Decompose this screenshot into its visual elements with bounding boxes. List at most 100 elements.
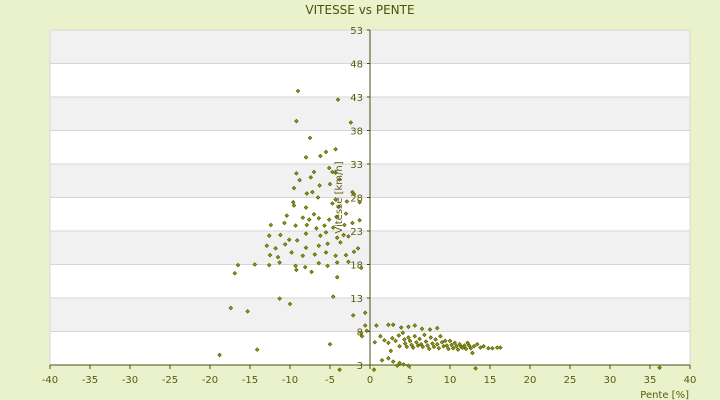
- data-point: [291, 185, 297, 191]
- data-point: [401, 362, 406, 367]
- data-point: [362, 310, 368, 316]
- data-point: [463, 346, 469, 352]
- data-point: [326, 217, 332, 222]
- y-tick-label: 43: [350, 93, 363, 104]
- x-tick-label: -15: [242, 375, 258, 386]
- data-point: [235, 262, 241, 268]
- x-tick-label: 20: [524, 375, 537, 386]
- data-point: [388, 348, 394, 354]
- y-tick-label: 38: [350, 127, 363, 138]
- data-point: [417, 336, 422, 342]
- data-point: [498, 345, 503, 350]
- data-point: [302, 264, 308, 270]
- data-point: [436, 345, 442, 351]
- data-point: [291, 203, 297, 208]
- data-point: [273, 246, 278, 251]
- data-point: [294, 171, 299, 176]
- data-point: [338, 240, 343, 245]
- data-point: [454, 343, 459, 349]
- data-point: [312, 252, 318, 257]
- data-point: [295, 88, 301, 94]
- data-point: [344, 199, 350, 204]
- x-tick-label: 30: [604, 375, 617, 386]
- data-point: [287, 301, 293, 307]
- data-point: [428, 335, 434, 340]
- data-point: [359, 333, 365, 339]
- data-point: [333, 146, 338, 152]
- data-point: [304, 222, 310, 228]
- data-point: [462, 343, 467, 348]
- data-point: [323, 149, 329, 155]
- data-point: [294, 238, 300, 243]
- data-point: [330, 294, 336, 299]
- data-point: [309, 269, 314, 275]
- y-tick-label: 18: [350, 261, 363, 272]
- data-point: [277, 296, 282, 301]
- y-tick-label: 48: [350, 60, 363, 71]
- data-point: [415, 343, 421, 348]
- data-point: [379, 358, 385, 363]
- data-point: [307, 135, 313, 141]
- data-point: [318, 153, 323, 159]
- data-point: [355, 246, 361, 251]
- data-point: [252, 262, 258, 267]
- data-point: [290, 199, 296, 205]
- data-point: [374, 323, 379, 328]
- data-point: [343, 211, 349, 216]
- data-point: [444, 343, 450, 348]
- chart-title: VITESSE vs PENTE: [305, 3, 414, 17]
- data-point: [441, 343, 446, 349]
- data-point: [358, 265, 364, 271]
- data-point: [300, 253, 306, 259]
- x-tick-label: 40: [684, 375, 697, 386]
- data-point: [473, 366, 478, 371]
- data-point: [402, 341, 408, 346]
- data-point: [275, 254, 281, 260]
- data-point: [425, 343, 430, 348]
- data-point: [406, 335, 411, 340]
- data-point: [325, 263, 330, 269]
- data-point: [282, 242, 288, 247]
- data-point: [402, 337, 407, 342]
- y-tick-label: 23: [350, 227, 363, 238]
- data-point: [337, 177, 342, 182]
- y-tick-label: 13: [350, 294, 363, 305]
- data-point: [468, 345, 474, 351]
- data-point: [303, 155, 309, 160]
- data-point: [465, 340, 470, 346]
- data-point: [393, 338, 398, 344]
- data-point: [357, 199, 362, 205]
- x-tick-label: 0: [367, 375, 373, 386]
- data-point: [323, 250, 329, 255]
- data-point: [311, 169, 317, 175]
- y-axis-label: Vitesse [km/h]: [334, 161, 345, 233]
- data-point: [264, 243, 270, 249]
- data-point: [455, 347, 461, 352]
- data-point: [471, 343, 477, 349]
- data-point: [316, 260, 322, 266]
- data-point: [490, 345, 495, 351]
- data-point: [350, 313, 356, 318]
- data-point: [457, 341, 462, 347]
- data-point: [390, 335, 395, 341]
- data-point: [434, 341, 440, 347]
- x-tick-labels: -40 -35 -30 -25 -20 -15 -10 -5 0 5 10 15 20 25 30 35 40: [42, 365, 697, 386]
- data-point: [334, 260, 340, 265]
- x-tick-label: 15: [484, 375, 497, 386]
- y-tick-label: 3: [357, 361, 363, 372]
- data-point: [294, 267, 299, 273]
- x-tick-label: -40: [42, 375, 58, 386]
- data-point: [337, 367, 342, 372]
- data-point: [351, 249, 357, 255]
- data-point: [306, 217, 312, 222]
- data-point: [311, 211, 317, 217]
- data-point: [303, 205, 309, 210]
- data-point: [330, 225, 336, 230]
- data-point: [327, 181, 333, 187]
- data-point: [409, 342, 414, 348]
- x-tick-label: -5: [325, 375, 335, 386]
- data-points: [217, 88, 662, 372]
- data-point: [316, 243, 322, 249]
- data-point: [486, 345, 491, 351]
- data-point: [372, 339, 378, 345]
